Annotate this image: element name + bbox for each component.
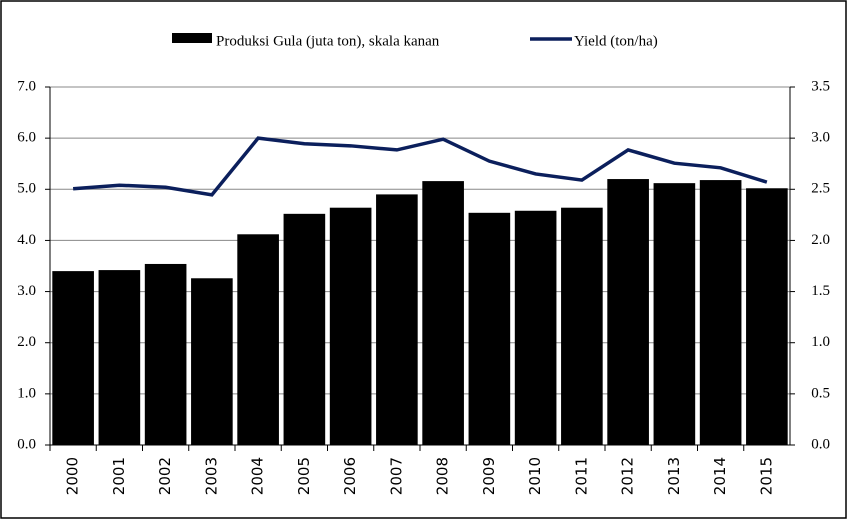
line — [72, 136, 768, 197]
y-tick-label: 7.0 — [17, 78, 36, 94]
bar — [283, 213, 326, 445]
bar — [98, 270, 141, 445]
bar — [329, 207, 372, 445]
x-tick-label: 2001 — [110, 457, 128, 495]
y2-tick-label: 3.5 — [811, 78, 830, 94]
x-tick-label: 2013 — [665, 457, 683, 495]
x-tick-label: 2000 — [64, 457, 82, 495]
x-tick-label: 2003 — [202, 457, 220, 495]
bar — [746, 188, 788, 445]
legend-swatch — [172, 33, 212, 43]
x-tick-label: 2009 — [480, 457, 498, 495]
y2-tick-label: 0.0 — [811, 436, 830, 452]
bar — [607, 179, 649, 446]
y2-tick-label: 2.5 — [811, 181, 830, 197]
y-tick-label: 5.0 — [17, 181, 36, 197]
x-tick-label: 2011 — [572, 457, 590, 495]
bar — [514, 210, 557, 445]
bar — [237, 234, 279, 445]
bar — [144, 263, 187, 445]
x-tick-label: 2015 — [757, 457, 775, 495]
y-tick-label: 4.0 — [17, 232, 36, 248]
legend-label: Yield (ton/ha) — [574, 33, 658, 49]
x-tick-label: 2012 — [619, 457, 637, 495]
x-tick-label: 2007 — [387, 457, 405, 495]
y-tick-label: 2.0 — [17, 334, 36, 350]
x-tick-label: 2008 — [434, 457, 452, 495]
bar — [699, 180, 742, 445]
y2-tick-label: 1.5 — [811, 283, 830, 299]
bar — [52, 271, 94, 445]
bar — [561, 207, 603, 445]
x-tick-label: 2002 — [156, 457, 174, 495]
y2-tick-label: 3.0 — [811, 130, 830, 146]
x-tick-label: 2006 — [341, 457, 359, 495]
x-tick-label: 2014 — [711, 457, 729, 495]
bar — [422, 181, 464, 446]
x-tick-label: 2010 — [526, 457, 544, 495]
y-tick-label: 0.0 — [17, 436, 36, 452]
x-tick-label: 2005 — [295, 457, 313, 495]
y2-tick-label: 0.5 — [811, 385, 830, 401]
y-tick-label: 3.0 — [17, 283, 36, 299]
bar — [653, 183, 696, 446]
bar — [468, 212, 511, 445]
bar — [191, 278, 233, 445]
bar — [376, 194, 418, 445]
y2-tick-label: 1.0 — [811, 334, 830, 350]
y2-tick-label: 2.0 — [811, 232, 830, 248]
x-tick-label: 2004 — [249, 457, 267, 495]
y-tick-label: 6.0 — [17, 130, 36, 146]
y-tick-label: 1.0 — [17, 385, 36, 401]
legend-label: Produksi Gula (juta ton), skala kanan — [216, 33, 440, 49]
